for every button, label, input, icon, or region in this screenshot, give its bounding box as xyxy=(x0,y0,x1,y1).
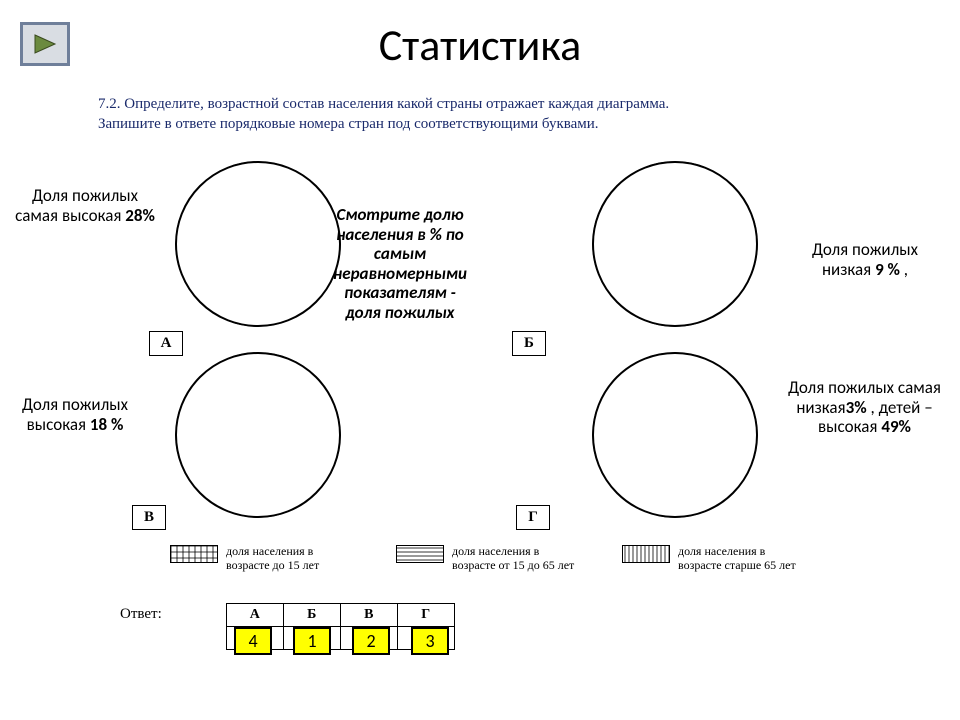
answer-value-box: 1 xyxy=(293,627,331,655)
center-note: Смотрите долю населения в % по самым нер… xyxy=(325,205,475,322)
pie-chart-B xyxy=(174,351,342,519)
legend: доля населения в возрасте до 15 лет доля … xyxy=(170,545,848,573)
pie-annotation-G: Доля пожилых самая низкая3% , детей – вы… xyxy=(782,378,947,437)
answer-boxes: 4123 xyxy=(234,627,470,655)
legend-item: доля населения в возрасте старше 65 лет xyxy=(622,545,808,573)
pie-annotation-A: Доля пожилых самая высокая 28% xyxy=(15,186,155,225)
pie-label-B: В xyxy=(132,505,166,530)
answer-header-cell: Г xyxy=(397,604,454,627)
pie-annotation-B: Доля пожилых высокая 18 % xyxy=(15,395,135,434)
answer-value-box: 2 xyxy=(352,627,390,655)
answer-header-cell: Б xyxy=(283,604,340,627)
task-prompt: 7.2. Определите, возрастной состав насел… xyxy=(98,94,878,135)
answer-header-cell: А xyxy=(226,604,283,627)
prompt-line-1: 7.2. Определите, возрастной состав насел… xyxy=(98,96,669,112)
answer-header-cell: В xyxy=(340,604,397,627)
pie-label-Bb: Б xyxy=(512,331,546,356)
pie-chart-G xyxy=(591,351,759,519)
legend-item: доля населения в возрасте до 15 лет xyxy=(170,545,356,573)
page-title: Статистика xyxy=(0,18,960,72)
answer-value-box: 3 xyxy=(411,627,449,655)
pie-chart-Bb xyxy=(591,160,759,328)
pie-label-G: Г xyxy=(516,505,550,530)
legend-item: доля населения в возрасте от 15 до 65 ле… xyxy=(396,545,582,573)
answer-value-box: 4 xyxy=(234,627,272,655)
answer-label: Ответ: xyxy=(120,603,162,625)
pie-annotation-Bb: Доля пожилых низкая 9 % , xyxy=(790,240,940,279)
pie-chart-A xyxy=(174,160,342,328)
prompt-line-2: Запишите в ответе порядковые номера стра… xyxy=(98,116,599,132)
